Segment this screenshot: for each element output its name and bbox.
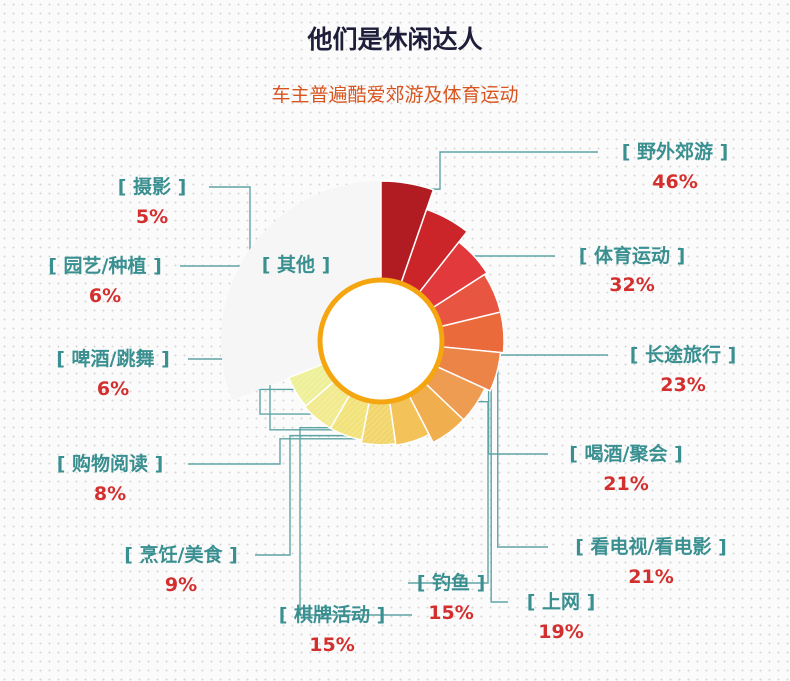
slice-hatch-10: [330, 391, 370, 441]
value-label-9: 8%: [94, 483, 126, 505]
leader-line-0: [406, 151, 598, 190]
leader-line-9: [188, 438, 379, 465]
center-hub: [317, 277, 445, 405]
value-label-11: 6%: [89, 285, 121, 307]
leader-line-4: [497, 332, 548, 548]
leader-line-5: [490, 370, 508, 603]
category-label-12: [ 摄影 ]: [118, 175, 187, 198]
leader-line-6: [408, 401, 489, 584]
other-label: [ 其他 ]: [262, 253, 331, 276]
value-label-4: 21%: [628, 566, 673, 588]
value-label-6: 15%: [428, 602, 473, 624]
value-label-2: 23%: [660, 374, 705, 396]
value-label-10: 6%: [97, 378, 129, 400]
category-label-0: [ 野外郊游 ]: [622, 140, 729, 163]
chart-title: 他们是休闲达人: [307, 25, 483, 54]
value-label-1: 32%: [609, 274, 654, 296]
category-label-9: [ 购物阅读 ]: [57, 452, 164, 475]
category-label-3: [ 喝酒/聚会 ]: [569, 442, 683, 465]
leader-line-8: [255, 434, 412, 556]
slice-hatch-11: [304, 378, 352, 429]
category-label-8: [ 烹饪/美食 ]: [124, 543, 238, 566]
category-label-10: [ 啤酒/跳舞 ]: [56, 347, 170, 370]
category-label-5: [ 上网 ]: [527, 591, 596, 613]
value-label-0: 46%: [652, 171, 697, 193]
center-ring: [317, 277, 445, 405]
chart-subtitle: 车主普遍酷爱郊游及体育运动: [271, 84, 519, 106]
category-label-4: [ 看电视/看电影 ]: [575, 535, 727, 558]
category-label-1: [ 体育运动 ]: [579, 244, 686, 267]
category-label-7: [ 棋牌活动 ]: [279, 603, 386, 626]
value-label-12: 5%: [136, 206, 168, 228]
value-label-7: 15%: [309, 634, 354, 656]
value-label-5: 19%: [538, 621, 583, 643]
slice-hatch-9: [361, 397, 396, 445]
category-label-6: [ 钓鱼 ]: [417, 571, 486, 594]
category-label-2: [ 长途旅行 ]: [630, 343, 737, 366]
slices: [221, 180, 505, 447]
category-labels: [ 野外郊游 ] 46% [ 体育运动 ] 32% [ 长途旅行 ] 23% [ 喝酒/聚会…: [48, 140, 736, 656]
slice-hatch-12: [288, 362, 338, 406]
category-label-11: [ 园艺/种植 ]: [48, 254, 162, 277]
value-label-8: 9%: [165, 574, 197, 596]
value-label-3: 21%: [603, 473, 648, 495]
